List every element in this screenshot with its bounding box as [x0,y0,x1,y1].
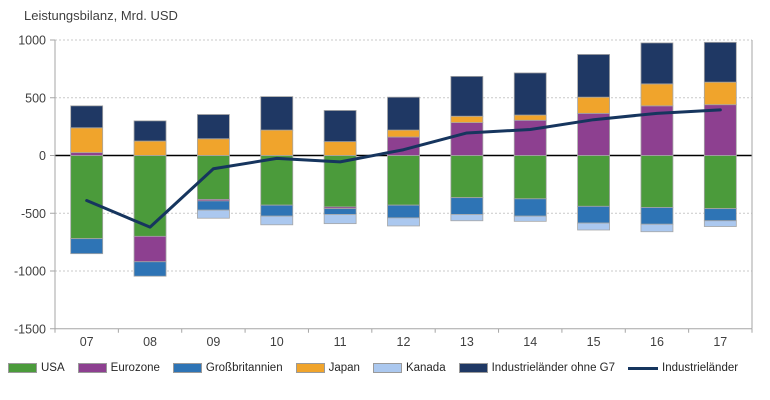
bar-segment-eurozone-07 [70,152,104,156]
legend-item-japan: Japan [295,362,360,374]
bar-segment-industrielaender-ohne-g7-08 [133,120,167,142]
y-tick-label: -500 [21,207,46,221]
legend-swatch-industrielaender-ohne-g7 [458,363,488,373]
x-tick-label-12: 12 [397,335,411,349]
y-tick-label: -1500 [14,322,46,336]
bar-segment-japan-13 [450,115,484,123]
bar-segment-kanada-17 [703,220,737,227]
legend-label-usa: USA [41,362,65,374]
bar-segment-usa-08 [133,155,167,237]
bar-segment-kanada-13 [450,214,484,222]
legend-label-industrielaender: Industrieländer [662,362,739,374]
legend-item-industrielaender-ohne-g7: Industrieländer ohne G7 [458,362,615,374]
bar-segment-industrielaender-ohne-g7-15 [577,54,610,98]
legend-label-japan: Japan [328,362,360,374]
legend-label-kanada: Kanada [405,362,446,374]
bar-segment-kanada-12 [387,217,420,227]
legend-item-kanada: Kanada [372,362,446,374]
legend-swatch-kanada [372,363,402,373]
bar-segment-kanada-15 [577,222,610,231]
bar-segment-grossbritannien-15 [577,205,610,224]
y-tick-label: 500 [25,91,46,105]
bar-segment-usa-07 [70,155,104,240]
y-tick-label: 1000 [18,34,46,48]
bar-segment-usa-10 [260,155,294,206]
bar-segment-japan-10 [260,129,294,156]
chart-canvas: 1000 500 0 -500 -1000 -1500 07 08 09 10 11 12 13 14 15… [14,34,753,349]
bar-segment-eurozone-14 [513,119,547,156]
bar-segment-grossbritannien-09 [197,200,230,211]
bar-segment-kanada-10 [260,215,294,226]
bar-segment-usa-14 [513,155,547,200]
bar-segment-eurozone-13 [450,122,484,156]
legend-label-grossbritannien: Großbritannien [205,362,283,374]
bar-segment-industrielaender-ohne-g7-10 [260,96,294,131]
y-tick-label: 0 [39,149,46,163]
x-tick-label-14: 14 [523,335,537,349]
bar-segment-industrielaender-ohne-g7-17 [703,41,737,83]
bar-segment-usa-17 [703,155,737,210]
bar-segment-japan-16 [640,83,674,107]
legend-swatch-eurozone [77,363,107,373]
bar-segment-eurozone-08 [133,235,167,263]
bar-segment-grossbritannien-17 [703,208,737,222]
line-series-industrielaender [85,108,722,229]
bar-segment-japan-09 [197,138,230,156]
legend-item-usa: USA [8,362,65,374]
bar-segment-usa-13 [450,155,484,199]
bar-segment-japan-14 [513,114,547,121]
x-tick-label-13: 13 [460,335,474,349]
legend-swatch-grossbritannien [172,363,202,373]
bar-segment-kanada-14 [513,215,547,222]
bar-segment-industrielaender-ohne-g7-14 [513,72,547,116]
bar-segment-japan-11 [323,141,357,156]
bar-segment-grossbritannien-16 [640,207,674,225]
legend-label-eurozone: Eurozone [110,362,160,374]
bar-segment-japan-08 [133,140,167,156]
legend-swatch-usa [8,363,37,373]
bar-segment-grossbritannien-11 [323,208,357,215]
x-tick-label-09: 09 [206,335,220,349]
bar-segment-industrielaender-ohne-g7-07 [70,105,104,129]
bar-segment-grossbritannien-08 [133,261,167,277]
bar-segment-japan-17 [703,81,737,106]
bar-segment-grossbritannien-14 [513,198,547,217]
chart-legend: USA Eurozone Großbritannien Japan Kanada Indu… [8,362,766,374]
x-tick-label-16: 16 [650,335,664,349]
bar-segment-kanada-09 [197,209,230,219]
bar-segment-industrielaender-ohne-g7-12 [387,96,420,131]
bar-segment-grossbritannien-13 [450,197,484,215]
legend-line-swatch-industrielaender [628,366,658,370]
bar-segment-grossbritannien-10 [260,204,294,217]
bar-segment-kanada-16 [640,223,674,233]
legend-label-industrielaender-ohne-g7: Industrieländer ohne G7 [491,362,615,374]
bar-segment-usa-15 [577,155,610,207]
bar-segment-grossbritannien-07 [70,238,104,255]
x-tick-label-11: 11 [334,335,347,349]
bar-segment-grossbritannien-12 [387,204,420,219]
x-tick-label-15: 15 [587,335,601,349]
bar-segment-eurozone-17 [703,104,737,156]
bar-segment-industrielaender-ohne-g7-16 [640,42,674,85]
bar-segment-japan-07 [70,127,104,154]
x-tick-label-08: 08 [143,335,157,349]
bar-segment-usa-16 [640,155,674,208]
bar-segment-japan-12 [387,129,420,138]
y-tick-label: -1000 [14,265,46,279]
legend-item-eurozone: Eurozone [77,362,160,374]
x-tick-label-10: 10 [270,335,284,349]
legend-item-grossbritannien: Großbritannien [172,362,283,374]
bar-segment-industrielaender-ohne-g7-09 [197,114,230,140]
bar-segment-industrielaender-ohne-g7-13 [450,75,484,117]
x-tick-label-17: 17 [713,335,727,349]
chart-title: Leistungsbilanz, Mrd. USD [24,8,178,23]
bar-segment-usa-12 [387,155,420,206]
legend-swatch-japan [295,363,325,373]
legend-item-industrielaender: Industrieländer [628,362,738,374]
bar-segment-kanada-11 [323,214,357,225]
bar-segment-industrielaender-ohne-g7-11 [323,110,357,143]
bar-segment-japan-15 [577,96,610,114]
x-tick-label-07: 07 [80,335,94,349]
